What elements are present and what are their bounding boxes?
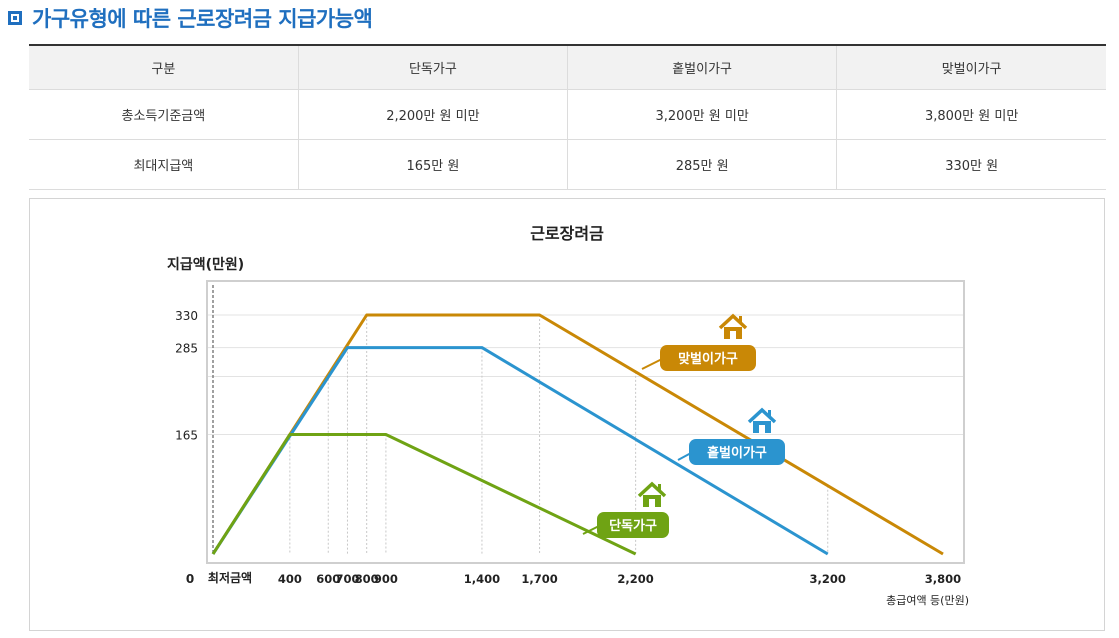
section-title: 가구유형에 따른 근로장려금 지급가능액 <box>32 7 373 31</box>
x-tick-label: 2,200 <box>617 572 653 586</box>
eitc-table: 구분 단독가구 홑벌이가구 맞벌이가구 총소득기준금액 2,200만 원 미만 … <box>29 44 1106 190</box>
table-cell: 2,200만 원 미만 <box>297 89 568 140</box>
series-label-badge <box>597 512 669 538</box>
label-leader-line <box>582 525 600 535</box>
table-cell: 총소득기준금액 <box>29 89 299 140</box>
y-tick-label: 165 <box>175 429 198 443</box>
table-row: 총소득기준금액 2,200만 원 미만 3,200만 원 미만 3,800만 원… <box>29 89 1106 140</box>
table-header-cell: 맞벌이가구 <box>836 45 1106 90</box>
house-icon <box>718 313 748 330</box>
x-tick-label: 600 <box>316 572 340 586</box>
series-label: 홑벌이가구 <box>707 445 767 461</box>
series-label: 단독가구 <box>609 518 657 534</box>
x-axis-label: 총급여액 등(만원) <box>886 594 969 607</box>
table-header-cell: 홑벌이가구 <box>566 45 837 90</box>
x-tick-label: 1,700 <box>521 572 557 586</box>
house-icon <box>747 407 777 424</box>
label-leader-line <box>677 452 692 461</box>
house-icon <box>730 331 736 339</box>
y-axis-label: 지급액(만원) <box>167 256 244 273</box>
x-tick-label: 3,200 <box>810 572 846 586</box>
table-cell: 3,800만 원 미만 <box>836 89 1106 140</box>
table-cell: 165만 원 <box>297 139 568 190</box>
x-tick-label: 800 <box>355 572 379 586</box>
table-header-cell: 단독가구 <box>297 45 568 90</box>
section-header: 가구유형에 따른 근로장려금 지급가능액 <box>8 4 373 32</box>
chart-title: 근로장려금 <box>530 224 604 243</box>
x-min-label: 최저금액 <box>208 570 252 585</box>
table-header-cell: 구분 <box>29 45 299 90</box>
table-cell: 3,200만 원 미만 <box>566 89 837 140</box>
x-origin-label: 0 <box>186 572 194 586</box>
y-tick-label: 330 <box>175 309 198 323</box>
table-row: 최대지급액 165만 원 285만 원 330만 원 <box>29 139 1106 190</box>
x-tick-label: 700 <box>335 572 359 586</box>
house-icon <box>739 316 742 322</box>
house-icon <box>649 499 655 507</box>
square-bullet-icon <box>8 11 22 25</box>
table-header-row: 구분 단독가구 홑벌이가구 맞벌이가구 <box>29 45 1106 90</box>
series-label-badge <box>660 345 756 371</box>
house-icon <box>768 410 771 416</box>
series-label-badge <box>689 439 785 465</box>
house-icon <box>658 484 661 490</box>
house-icon <box>637 481 667 498</box>
y-tick-label: 285 <box>175 342 198 356</box>
x-tick-label: 1,400 <box>464 572 500 586</box>
house-icon <box>759 425 765 433</box>
series-line <box>211 433 637 556</box>
table-cell: 330만 원 <box>836 139 1106 190</box>
plot-frame <box>206 280 965 564</box>
label-leader-line <box>641 358 663 370</box>
table-cell: 최대지급액 <box>29 139 299 190</box>
x-tick-label: 900 <box>374 572 398 586</box>
x-tick-label: 400 <box>278 572 302 586</box>
series-label: 맞벌이가구 <box>678 351 738 367</box>
x-tick-label: 3,800 <box>925 572 961 586</box>
table-cell: 285만 원 <box>566 139 837 190</box>
